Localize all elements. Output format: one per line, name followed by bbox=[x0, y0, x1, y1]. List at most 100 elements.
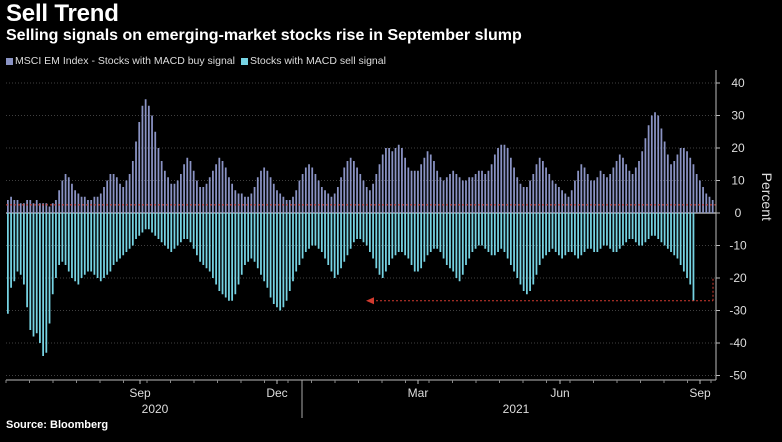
bar-sell bbox=[663, 213, 666, 246]
bar-sell bbox=[545, 213, 547, 256]
bar-sell bbox=[80, 213, 83, 278]
bar-sell bbox=[352, 213, 355, 243]
bar-buy bbox=[711, 200, 714, 213]
bar-sell bbox=[234, 213, 237, 295]
bar-sell bbox=[654, 213, 656, 236]
bar-buy bbox=[365, 187, 368, 213]
bar-sell bbox=[593, 213, 596, 252]
bar-sell bbox=[679, 213, 682, 265]
bar-buy bbox=[314, 174, 317, 213]
bar-sell bbox=[369, 213, 371, 252]
bar-buy bbox=[650, 115, 653, 213]
legend-item-sell: Stocks with MACD sell signal bbox=[240, 55, 386, 67]
bar-buy bbox=[679, 148, 682, 213]
bar-sell bbox=[317, 213, 320, 249]
bar-sell bbox=[362, 213, 365, 243]
bar-sell bbox=[99, 213, 102, 282]
bar-buy bbox=[532, 174, 535, 213]
bar-buy bbox=[590, 180, 592, 213]
y-tick-label: -10 bbox=[729, 239, 747, 253]
bar-buy bbox=[622, 157, 624, 213]
bar-sell bbox=[567, 213, 570, 252]
bar-buy bbox=[612, 167, 615, 213]
bar-buy bbox=[586, 174, 589, 213]
bar-sell bbox=[106, 213, 109, 275]
bar-sell bbox=[157, 213, 160, 239]
bar-sell bbox=[311, 213, 314, 246]
bar-buy bbox=[663, 141, 666, 213]
bar-sell bbox=[288, 213, 291, 291]
bar-sell bbox=[638, 213, 640, 246]
bar-sell bbox=[295, 213, 298, 272]
bar-sell bbox=[212, 213, 214, 278]
bar-sell bbox=[215, 213, 217, 285]
bar-sell bbox=[125, 213, 128, 252]
bar-buy bbox=[64, 174, 67, 213]
bar-buy bbox=[439, 177, 442, 213]
bar-sell bbox=[413, 213, 416, 272]
bar-buy bbox=[218, 157, 221, 213]
bar-buy bbox=[349, 157, 352, 213]
bar-buy bbox=[99, 193, 102, 213]
bar-sell bbox=[650, 213, 653, 236]
bar-buy bbox=[346, 161, 349, 213]
bar-buy bbox=[372, 183, 374, 213]
bar-sell bbox=[599, 213, 602, 249]
bar-buy bbox=[702, 187, 704, 213]
bar-buy bbox=[436, 170, 439, 213]
bar-sell bbox=[122, 213, 125, 256]
bar-sell bbox=[676, 213, 679, 259]
x-tick-label: Dec bbox=[266, 386, 287, 400]
bar-buy bbox=[48, 206, 51, 213]
bar-sell bbox=[564, 213, 567, 256]
y-tick-label: 20 bbox=[731, 141, 745, 155]
bar-buy bbox=[682, 148, 685, 213]
bar-sell bbox=[250, 213, 253, 259]
bar-sell bbox=[625, 213, 628, 243]
bar-buy bbox=[593, 180, 596, 213]
bar-sell bbox=[119, 213, 121, 259]
bar-sell bbox=[574, 213, 576, 256]
bar-buy bbox=[477, 170, 480, 213]
y-tick-label: -40 bbox=[729, 336, 747, 350]
bar-sell bbox=[682, 213, 685, 272]
bar-sell bbox=[477, 213, 480, 246]
bar-buy bbox=[141, 105, 144, 213]
bar-buy bbox=[189, 161, 192, 213]
bar-buy bbox=[87, 200, 89, 213]
bar-sell bbox=[420, 213, 423, 269]
bar-sell bbox=[670, 213, 672, 252]
bar-buy bbox=[410, 170, 413, 213]
bar-sell bbox=[558, 213, 560, 256]
bar-buy bbox=[266, 170, 269, 213]
bar-sell bbox=[647, 213, 650, 239]
bar-sell bbox=[189, 213, 192, 243]
bar-sell bbox=[522, 213, 525, 291]
bar-buy bbox=[29, 200, 32, 213]
bar-sell bbox=[513, 213, 515, 272]
bar-buy bbox=[657, 115, 660, 213]
bar-buy bbox=[548, 174, 551, 213]
bar-buy bbox=[163, 170, 166, 213]
bar-sell bbox=[394, 213, 397, 256]
bar-buy bbox=[641, 151, 644, 213]
bar-sell bbox=[686, 213, 688, 278]
bar-buy bbox=[272, 183, 275, 213]
bar-sell bbox=[240, 213, 243, 275]
bar-buy bbox=[391, 151, 394, 213]
bar-buy bbox=[487, 170, 490, 213]
bar-buy bbox=[221, 161, 224, 213]
bar-buy bbox=[320, 187, 323, 213]
bar-sell bbox=[586, 213, 589, 249]
bar-sell bbox=[407, 213, 410, 259]
bar-sell bbox=[221, 213, 224, 295]
bar-buy bbox=[558, 187, 560, 213]
y-axis: 40 30 20 10 0 -10 -20 -30 -40 -50 Percent bbox=[715, 70, 775, 383]
bar-buy bbox=[308, 164, 310, 213]
bar-sell bbox=[529, 213, 531, 291]
bar-sell bbox=[292, 213, 294, 282]
bar-sell bbox=[55, 213, 57, 278]
x-tick-label: Jun bbox=[550, 386, 569, 400]
bar-sell bbox=[244, 213, 246, 265]
